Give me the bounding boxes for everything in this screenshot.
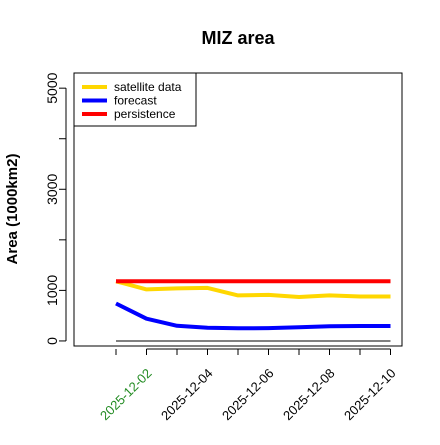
x-axis: 2025-12-02 2025-12-04 2025-12-06 2025-12-08… (97, 348, 399, 424)
x-tick-label: 2025-12-04 (158, 366, 216, 424)
legend-label: forecast (114, 94, 157, 108)
y-tick-label: 0 (44, 337, 60, 345)
series-layer (115, 279, 391, 342)
chart-title: MIZ area (201, 28, 275, 48)
y-tick-label: 1000 (44, 275, 60, 306)
series-line-satellite-data (115, 279, 391, 299)
y-tick-label: 3000 (44, 173, 60, 204)
y-axis: 0 1000 3000 5000 (44, 72, 67, 345)
series-line-forecast (115, 301, 391, 331)
y-tick-label: 5000 (44, 72, 60, 103)
legend-label: satellite data (114, 80, 182, 94)
plot-frame (73, 72, 403, 347)
x-tick-label: 2025-12-06 (219, 366, 277, 424)
y-axis-label: Area (1000km2) (4, 154, 21, 265)
x-tick-label: 2025-12-08 (280, 366, 338, 424)
x-tick-label: 2025-12-10 (341, 366, 399, 424)
legend-label: persistence (114, 107, 176, 121)
x-tick-label: 2025-12-02 (97, 366, 155, 424)
